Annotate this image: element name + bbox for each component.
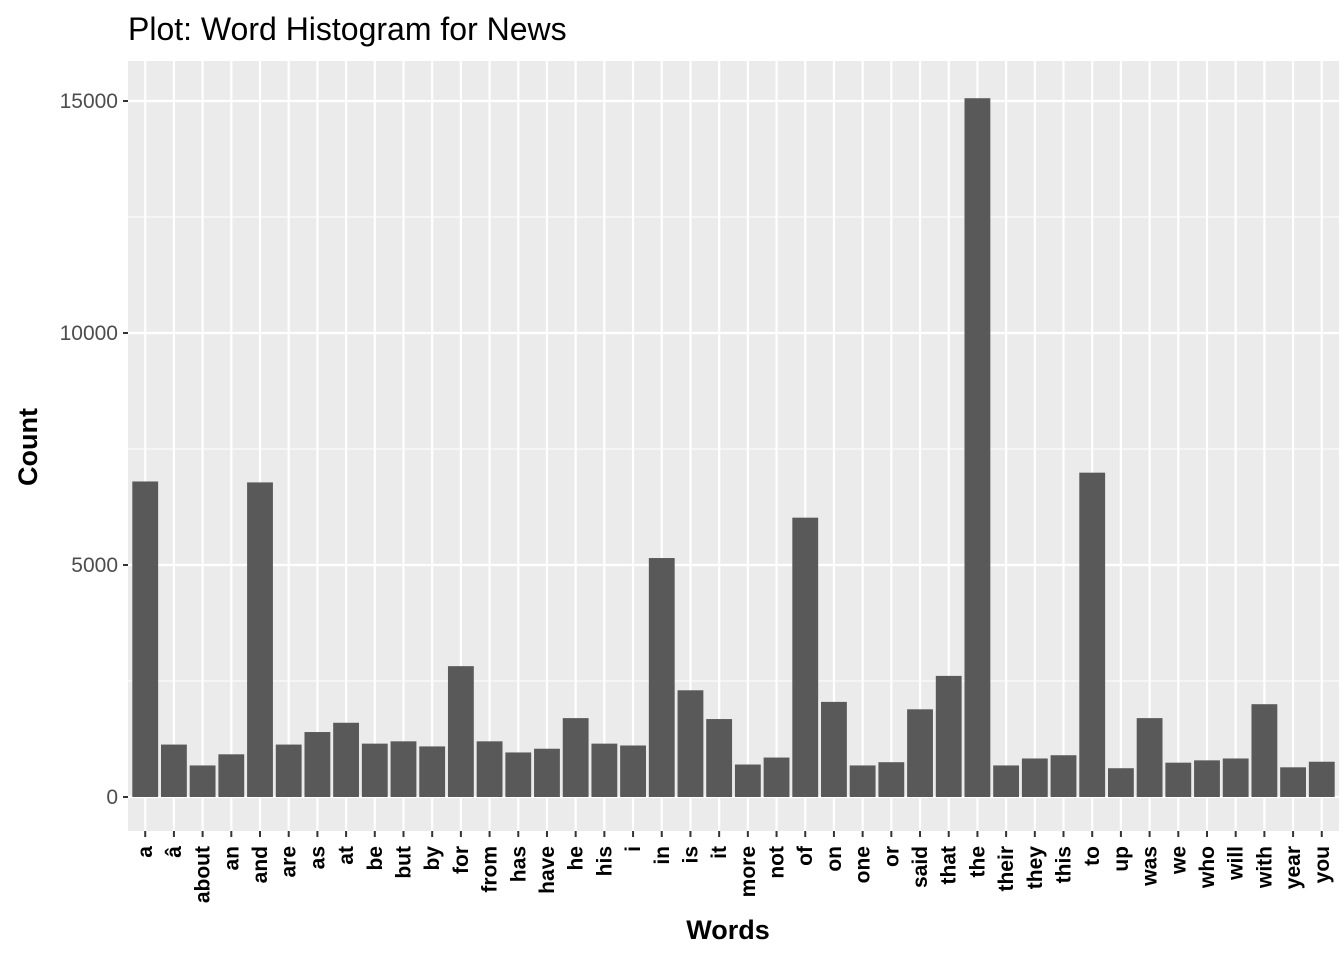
x-tick-label: to bbox=[1081, 846, 1104, 866]
x-tick-label: be bbox=[364, 846, 387, 871]
x-tick-label: it bbox=[708, 846, 731, 859]
bar-it bbox=[706, 719, 733, 797]
x-tick-label: that bbox=[938, 846, 961, 885]
x-tick-label: as bbox=[306, 846, 329, 869]
bar-one bbox=[849, 765, 876, 797]
x-tick-label: but bbox=[392, 846, 415, 879]
bar-as bbox=[304, 732, 331, 797]
bar-more bbox=[734, 764, 761, 797]
x-tick-label: is bbox=[679, 846, 702, 864]
bar-to bbox=[1079, 472, 1106, 797]
x-tick-label: and bbox=[249, 846, 272, 883]
bar-has bbox=[505, 752, 532, 797]
x-axis: a â about an and are as at be but by for from has have… bbox=[134, 831, 1334, 903]
x-tick-label: at bbox=[335, 846, 358, 865]
x-tick-label: are bbox=[278, 846, 301, 878]
bar-of bbox=[792, 517, 819, 797]
x-tick-label: have bbox=[536, 846, 559, 894]
bar-was bbox=[1136, 718, 1163, 797]
bar-that bbox=[935, 675, 962, 797]
x-tick-label: from bbox=[479, 846, 502, 893]
x-tick-label: has bbox=[507, 846, 530, 882]
bar-an bbox=[218, 754, 245, 797]
x-tick-label: said bbox=[909, 846, 932, 888]
bar-the bbox=[964, 98, 991, 797]
bar-are bbox=[275, 744, 302, 797]
y-tick-label: 15000 bbox=[60, 90, 118, 113]
y-axis-title: Count bbox=[13, 408, 43, 486]
bar-he bbox=[562, 718, 589, 797]
x-tick-label: will bbox=[1225, 846, 1248, 881]
bar-they bbox=[1021, 758, 1048, 797]
bar-by bbox=[419, 746, 446, 797]
bars bbox=[132, 98, 1335, 797]
grid-major bbox=[128, 61, 1339, 831]
bar-year bbox=[1280, 767, 1306, 797]
x-tick-label: of bbox=[794, 845, 817, 866]
x-tick-label: for bbox=[450, 846, 473, 874]
bar-his bbox=[591, 743, 618, 797]
x-tick-label: on bbox=[823, 846, 846, 872]
bar-with bbox=[1251, 704, 1278, 797]
x-tick-label: their bbox=[995, 846, 1018, 892]
x-tick-label: â bbox=[163, 846, 186, 858]
x-tick-label: the bbox=[966, 846, 989, 878]
x-tick-label: we bbox=[1167, 846, 1190, 875]
bar-from bbox=[476, 741, 503, 797]
plot-panel bbox=[128, 61, 1339, 831]
x-tick-label: more bbox=[737, 846, 760, 897]
bar-we bbox=[1165, 762, 1192, 797]
x-axis-title: Words bbox=[686, 915, 770, 945]
y-tick-label: 10000 bbox=[60, 322, 118, 345]
bar-said bbox=[907, 709, 933, 797]
bar-be bbox=[361, 743, 388, 797]
y-axis: 0 5000 10000 15000 bbox=[60, 90, 128, 809]
x-tick-label: by bbox=[421, 846, 444, 871]
bar-on bbox=[821, 701, 847, 797]
bar-about bbox=[189, 765, 216, 797]
x-tick-label: with bbox=[1253, 846, 1276, 889]
bar-this bbox=[1050, 755, 1077, 797]
bar-in bbox=[648, 558, 675, 797]
bar-i bbox=[620, 745, 646, 797]
x-tick-label: this bbox=[1053, 846, 1076, 883]
bar-or bbox=[878, 762, 905, 797]
x-tick-label: about bbox=[192, 846, 215, 903]
x-tick-label: they bbox=[1024, 846, 1047, 890]
x-tick-label: an bbox=[220, 846, 243, 871]
x-tick-label: up bbox=[1110, 846, 1133, 872]
bar-not bbox=[763, 757, 790, 797]
x-tick-label: his bbox=[593, 846, 616, 876]
bar-a bbox=[132, 481, 159, 797]
x-tick-label: one bbox=[852, 846, 875, 883]
grid-minor bbox=[128, 216, 1339, 682]
x-tick-label: i bbox=[622, 846, 645, 852]
x-tick-label: who bbox=[1196, 846, 1219, 889]
x-tick-label: or bbox=[880, 846, 903, 867]
bar-but bbox=[390, 741, 417, 797]
x-tick-label: was bbox=[1139, 846, 1162, 887]
x-tick-label: you bbox=[1311, 846, 1334, 883]
bar-will bbox=[1222, 758, 1249, 797]
x-tick-label: in bbox=[651, 846, 674, 865]
bar-who bbox=[1194, 760, 1220, 797]
bar-â bbox=[161, 744, 187, 797]
y-tick-label: 0 bbox=[106, 786, 118, 809]
bar-at bbox=[333, 722, 360, 797]
x-tick-label: a bbox=[134, 846, 157, 858]
bar-their bbox=[993, 765, 1020, 797]
bar-for bbox=[447, 666, 474, 797]
bar-and bbox=[247, 482, 273, 797]
x-tick-label: not bbox=[766, 846, 789, 879]
bar-you bbox=[1308, 761, 1335, 797]
bar-have bbox=[534, 748, 560, 797]
x-tick-label: year bbox=[1282, 846, 1305, 889]
bar-is bbox=[677, 690, 704, 797]
bar-up bbox=[1107, 768, 1134, 797]
y-tick-label: 5000 bbox=[71, 554, 118, 577]
chart-title: Plot: Word Histogram for News bbox=[128, 11, 567, 47]
x-tick-label: he bbox=[565, 846, 588, 871]
